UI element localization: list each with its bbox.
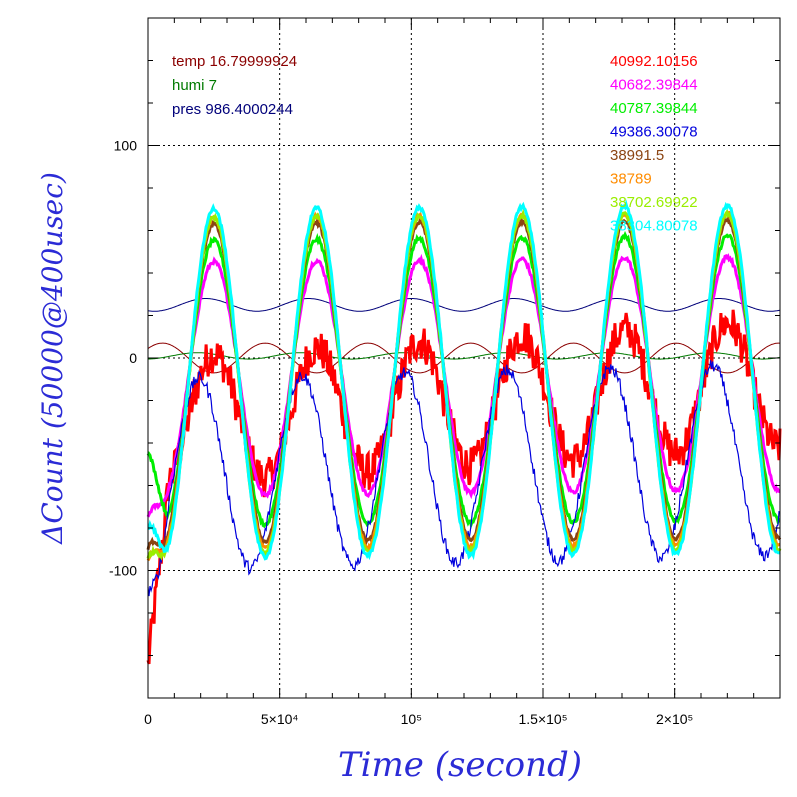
x-axis-title: Time (second) [338, 745, 582, 785]
y-tick-label-2: -100 [109, 563, 137, 579]
series-legend-label-2: 40787.39844 [610, 100, 698, 117]
x-tick-label-3: 1.5×10⁵ [518, 711, 567, 727]
env-curve-temp [147, 342, 781, 374]
series-legend-label-3: 49386.30078 [610, 124, 698, 141]
y-axis-title: ΔCount (50000@400usec) [36, 172, 69, 545]
series-line-7 [147, 199, 781, 561]
series-legend-label-6: 38702.69922 [610, 194, 698, 211]
series-layer [146, 199, 782, 665]
ticks: 0 5×10⁴ 10⁵ 1.5×10⁵ 2×10⁵ 100 0 -100 [109, 17, 781, 727]
legend: temp 16.79999924 humi 7 pres 986.4000244 40… [172, 53, 698, 235]
series-legend-label-7: 38304.80078 [610, 218, 698, 235]
x-tick-label-4: 2×10⁵ [656, 711, 693, 727]
series-legend-label-1: 40682.39844 [610, 77, 698, 94]
x-tick-label-1: 5×10⁴ [261, 711, 299, 727]
env-legend-label-0: temp 16.79999924 [172, 53, 297, 70]
x-tick-label-0: 0 [144, 711, 152, 727]
series-line-1 [146, 253, 781, 518]
y-tick-label-0: 100 [114, 138, 138, 154]
x-tick-label-2: 10⁵ [401, 711, 422, 727]
series-line-2 [146, 230, 781, 530]
env-curve-pres [147, 298, 781, 312]
series-legend-label-0: 40992.10156 [610, 53, 698, 70]
series-legend-label-4: 38991.5 [610, 147, 664, 164]
series-legend-label-5: 38789 [610, 171, 652, 188]
env-legend-label-1: humi 7 [172, 77, 217, 94]
y-tick-label-1: 0 [129, 350, 137, 366]
env-legend-label-2: pres 986.4000244 [172, 101, 293, 118]
env-curve-humi [148, 352, 781, 360]
series-line-0 [146, 309, 782, 665]
